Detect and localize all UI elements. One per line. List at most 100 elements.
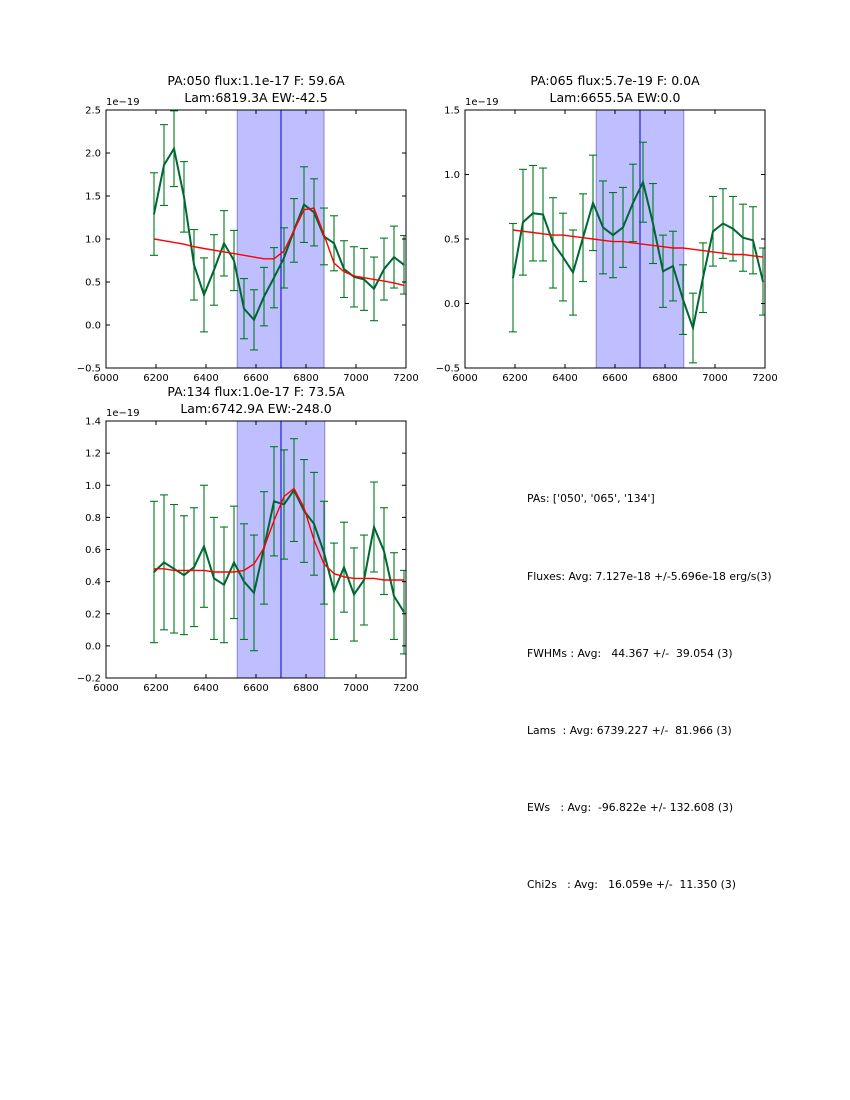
y-tick-label: −0.5: [77, 364, 101, 375]
data-point: [562, 256, 564, 258]
data-point: [393, 595, 395, 597]
data-point: [602, 226, 604, 229]
data-point: [742, 236, 744, 239]
chart-title-line-2: Lam:6742.9A EW:-248.0: [180, 401, 331, 416]
data-point: [193, 264, 195, 266]
chart-panel-3: 6000 6200 6400 6600 6800 7000 7200 −0.2 0.0 0.2 0.…: [77, 384, 419, 694]
data-point: [153, 571, 155, 573]
data-point: [263, 295, 265, 298]
y-tick-label: −0.2: [77, 674, 101, 685]
data-point: [203, 545, 205, 548]
data-point: [163, 561, 165, 564]
fit-series-line: [512, 229, 764, 258]
x-tick-label: 6000: [93, 373, 118, 384]
data-point: [303, 203, 305, 206]
data-point: [692, 327, 694, 329]
y-tick-label: 0.6: [85, 545, 101, 556]
summary-fluxes: Fluxes: Avg: 7.127e-18 +/-5.696e-18 erg/…: [527, 569, 772, 583]
data-point: [273, 500, 275, 503]
plot-area: [150, 110, 406, 368]
data-point: [243, 307, 245, 310]
x-tick-label: 6600: [243, 683, 268, 694]
data-point: [622, 226, 624, 229]
chart-title-line-2: Lam:6819.3A EW:-42.5: [184, 90, 327, 105]
data-point: [712, 230, 714, 233]
y-tick-label: 0.8: [85, 513, 101, 524]
data-point: [532, 212, 534, 214]
x-tick-label: 6200: [143, 683, 168, 694]
summary-fwhms: FWHMs : Avg: 44.367 +/- 39.054 (3): [527, 646, 733, 660]
x-tick-label: 7200: [393, 683, 418, 694]
data-point: [752, 239, 754, 242]
x-tick-label: 6200: [143, 373, 168, 384]
data-point: [213, 577, 215, 580]
y-tick-label: 1.0: [85, 235, 101, 246]
x-tick-label: 6400: [193, 683, 218, 694]
data-series-line: [512, 179, 764, 332]
chart-title-line-1: PA:065 flux:5.7e-19 F: 0.0A: [530, 73, 700, 88]
data-point: [732, 227, 734, 230]
data-point: [223, 584, 225, 586]
y-tick-label: 1.5: [444, 106, 460, 117]
data-point: [333, 590, 335, 593]
y-tick-label: 0.0: [444, 299, 460, 310]
y-tick-label: 0.4: [85, 577, 101, 588]
x-tick-label: 6600: [602, 373, 627, 384]
y-tick-label: 0.0: [85, 641, 101, 652]
data-point: [183, 196, 185, 198]
data-point: [512, 276, 514, 279]
data-point: [652, 222, 654, 225]
data-point: [353, 593, 355, 596]
data-point: [323, 551, 325, 554]
y-tick-label: 1.0: [85, 481, 101, 492]
data-point: [283, 503, 285, 506]
data-point: [722, 222, 724, 225]
data-point: [343, 566, 345, 568]
y-tick-label: 2.5: [85, 106, 101, 117]
fit-series-line: [154, 487, 404, 581]
data-point: [343, 268, 345, 270]
summary-chi2s: Chi2s : Avg: 16.059e +/- 11.350 (3): [527, 877, 736, 891]
data-point: [612, 234, 614, 236]
x-tick-label: 6000: [93, 683, 118, 694]
data-point: [403, 264, 405, 266]
x-tick-label: 7000: [343, 373, 368, 384]
data-series-line: [153, 146, 405, 322]
data-point: [253, 592, 255, 594]
chart-title-line-1: PA:050 flux:1.1e-17 F: 59.6A: [167, 73, 345, 88]
data-point: [333, 242, 335, 245]
x-tick-label: 7200: [752, 373, 777, 384]
x-tick-label: 6600: [243, 373, 268, 384]
data-point: [213, 269, 215, 271]
data-point: [153, 213, 155, 215]
chart-title-line-1: PA:134 flux:1.0e-17 F: 73.5A: [167, 384, 345, 399]
summary-ews: EWs : Avg: -96.822e +/- 132.608 (3): [527, 800, 734, 814]
data-point: [552, 242, 554, 244]
data-point: [363, 278, 365, 281]
data-point: [662, 270, 664, 273]
data-point: [253, 319, 255, 321]
data-point: [383, 268, 385, 270]
data-point: [672, 265, 674, 267]
y-tick-label: 1.4: [85, 417, 101, 428]
data-series-line: [153, 488, 405, 613]
chart-panel-1: 6000 6200 6400 6600 6800 7000 7200 −0.5 0.0 0.5 1.…: [77, 73, 419, 384]
y-tick-label: 0.5: [444, 235, 460, 246]
x-tick-label: 6400: [552, 373, 577, 384]
data-point: [243, 580, 245, 583]
data-point: [313, 211, 315, 214]
data-point: [383, 550, 385, 552]
x-tick-label: 6200: [502, 373, 527, 384]
x-tick-label: 7000: [702, 373, 727, 384]
chart-panel-2: 6000 6200 6400 6600 6800 7000 7200 −0.5 0.0 0.5 1.…: [436, 73, 778, 384]
data-point: [233, 259, 235, 262]
data-point: [632, 202, 634, 204]
y-tick-label: 1.2: [85, 449, 101, 460]
data-point: [403, 611, 405, 613]
data-point: [373, 526, 375, 528]
data-point: [373, 288, 375, 290]
summary-pas: PAs: ['050', '065', '134']: [527, 492, 655, 506]
data-point: [702, 276, 704, 279]
x-tick-label: 6400: [193, 373, 218, 384]
x-tick-label: 7000: [343, 683, 368, 694]
